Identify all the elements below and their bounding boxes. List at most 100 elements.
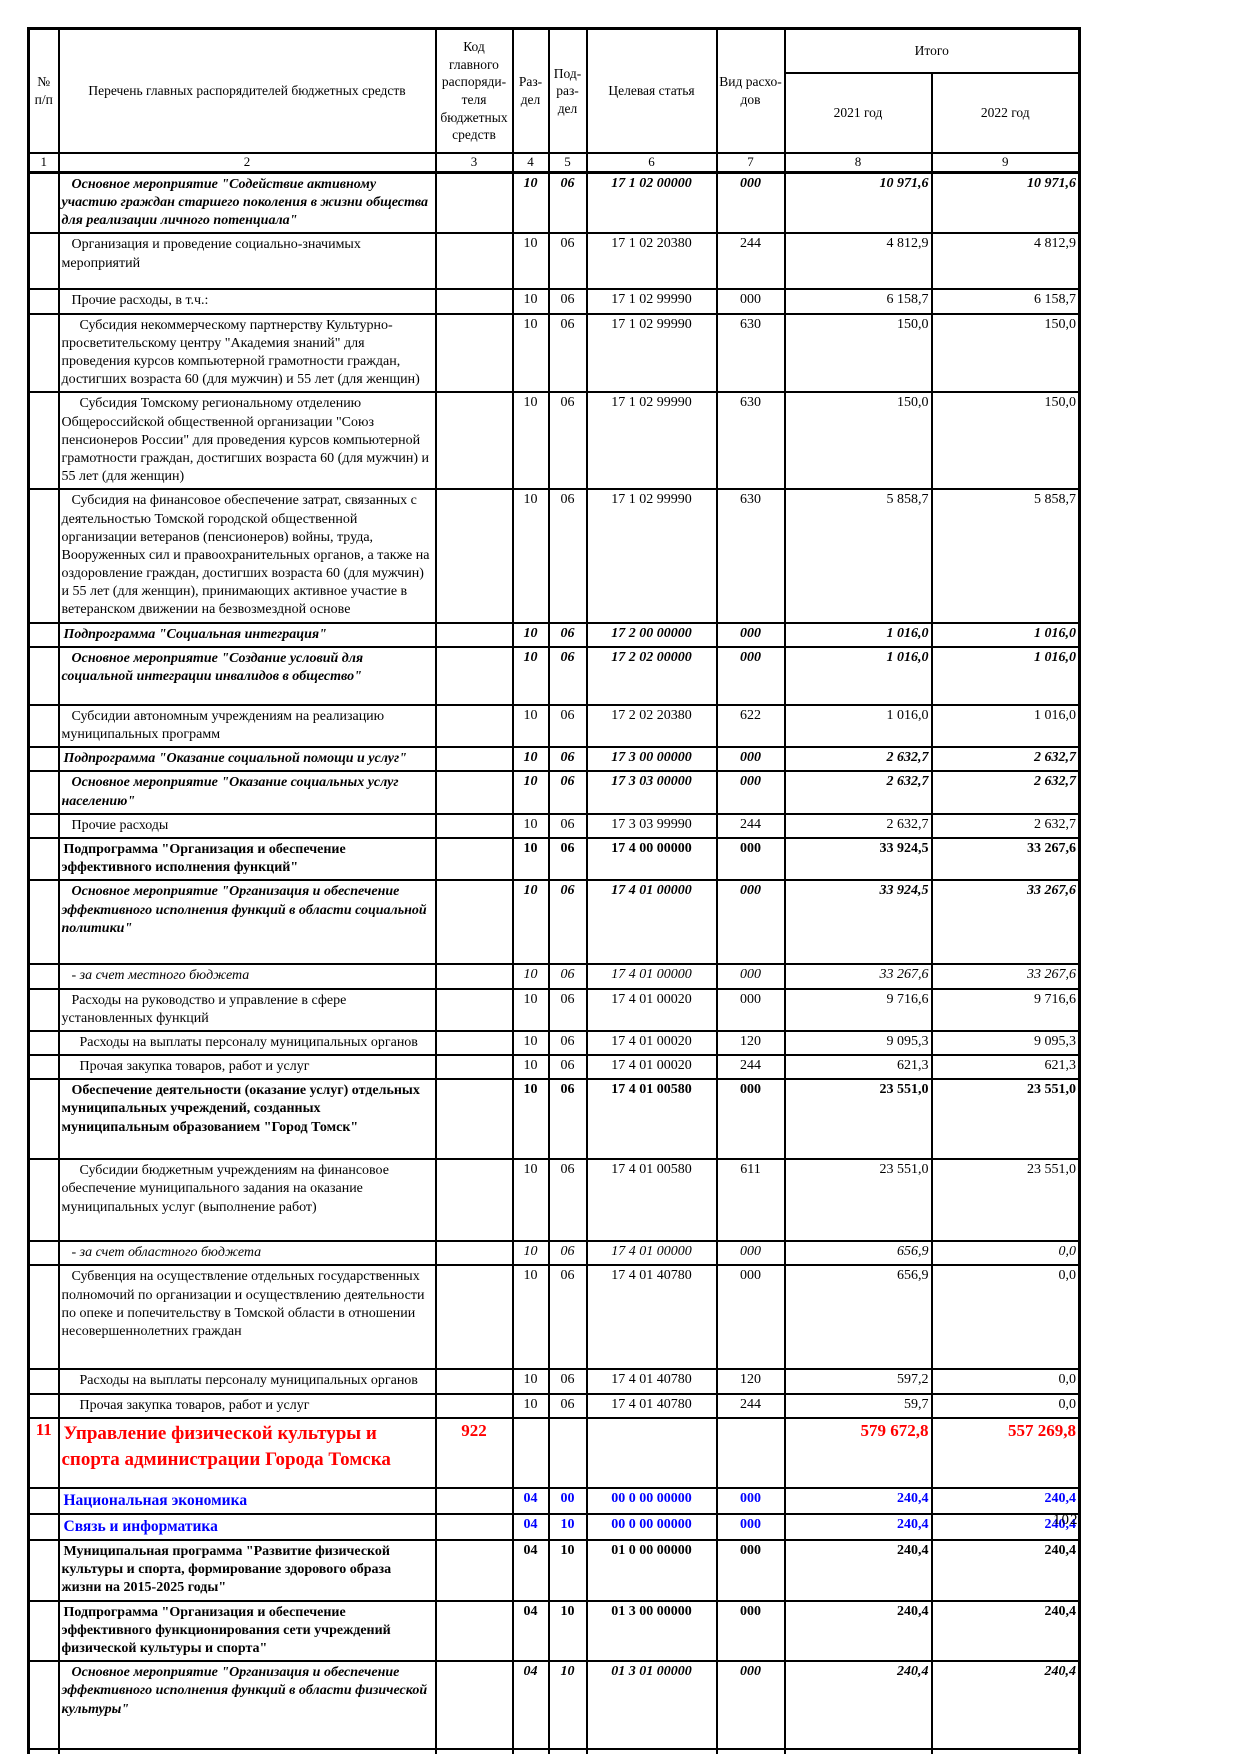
- cell-razdel: 10: [511, 1029, 550, 1057]
- table-row: Подпрограмма "Организация и обеспечение …: [27, 836, 1081, 882]
- cell-vr: 000: [715, 288, 786, 315]
- cell-name: Прочая закупка товаров, работ и услуг: [57, 1392, 437, 1419]
- cell-code: [434, 621, 514, 648]
- col-index-1: 1: [27, 151, 60, 174]
- cell-razdel: 10: [511, 1158, 550, 1243]
- table-row: Основное мероприятие "Оказание социальны…: [27, 770, 1081, 815]
- cell-razdel: 10: [511, 1240, 550, 1267]
- cell-num: [27, 1599, 60, 1663]
- table-row: Субсидия некоммерческому партнерству Кул…: [27, 312, 1081, 394]
- cell-2021: 1 016,0: [783, 645, 933, 706]
- cell-name: Расходы на выплаты персоналу муниципальн…: [57, 1368, 437, 1395]
- cell-razdel: 10: [511, 391, 550, 491]
- cell-vr: 622: [715, 703, 786, 749]
- cell-razdel: 10: [511, 488, 550, 624]
- cell-razdel: 04: [511, 1486, 550, 1515]
- col-index-5: 5: [547, 151, 588, 174]
- cell-name: Основное мероприятие "Организация и обес…: [57, 1660, 437, 1751]
- table-row: Субсидия на финансовое обеспечение затра…: [27, 488, 1081, 624]
- cell-name: Подпрограмма "Оказание социальной помощи…: [57, 746, 437, 773]
- cell-2022: 240,4: [930, 1660, 1081, 1751]
- cell-csr: 17 1 02 99990: [585, 288, 718, 315]
- cell-csr: 17 1 02 99990: [585, 488, 718, 624]
- header-col-vr: Вид расхо­дов: [715, 27, 786, 154]
- cell-name: Субвенция на осуществление отдельных гос…: [57, 1264, 437, 1371]
- cell-code: [434, 1078, 514, 1161]
- table-row: Расходы на руководство и управление в сф…: [27, 987, 1081, 1032]
- cell-2021: 240,4: [783, 1599, 933, 1663]
- cell-2022: 2 632,7: [930, 746, 1081, 773]
- cell-code: [434, 171, 514, 235]
- cell-vr: 000: [715, 1078, 786, 1161]
- cell-name: Основное мероприятие "Создание условий д…: [57, 645, 437, 706]
- cell-num: [27, 1078, 60, 1161]
- header-col-razdel: Раз-дел: [511, 27, 550, 154]
- table-row: - за счет областного бюджета 10 06 17 4 01 …: [27, 1240, 1081, 1267]
- cell-vr: 611: [715, 1158, 786, 1243]
- cell-name: - за счет областного бюджета: [57, 1240, 437, 1267]
- table-row: Расходы на выплаты персоналу муниципальн…: [27, 1368, 1081, 1395]
- cell-podrazdel: 06: [547, 770, 588, 815]
- cell-code: [434, 1158, 514, 1243]
- cell-podrazdel: 00: [547, 1486, 588, 1515]
- table-row: Подпрограмма "Оказание социальной помощи…: [27, 746, 1081, 773]
- cell-csr: 17 4 01 00580: [585, 1078, 718, 1161]
- cell-num: [27, 171, 60, 235]
- cell-podrazdel: 06: [547, 1054, 588, 1081]
- cell-name: Прочая закупка товаров, работ и услуг: [57, 1054, 437, 1081]
- cell-csr: 01 0 00 00000: [585, 1539, 718, 1602]
- cell-num: [27, 288, 60, 315]
- cell-vr: 000: [715, 836, 786, 882]
- cell-podrazdel: 06: [547, 987, 588, 1032]
- table-row: Субсидия Томскому региональному отделени…: [27, 391, 1081, 491]
- cell-2022: 33 267,6: [930, 836, 1081, 882]
- cell-2021: 240,4: [783, 1660, 933, 1751]
- cell-code: [434, 1264, 514, 1371]
- cell-podrazdel: 10: [547, 1660, 588, 1751]
- cell-csr: 17 1 02 99990: [585, 312, 718, 394]
- cell-csr: 17 3 03 00000: [585, 770, 718, 815]
- cell-num: [27, 645, 60, 706]
- cell-vr: 000: [715, 746, 786, 773]
- table-row: Прочие расходы, в т.ч.: 10 06 17 1 02 99990…: [27, 288, 1081, 315]
- table-row: Подпрограмма "Организация и обеспечение …: [27, 1599, 1081, 1663]
- cell-code: [434, 1392, 514, 1419]
- cell-num: 11: [27, 1416, 60, 1489]
- header-row-years: 2021 год 2022 год: [29, 72, 1081, 154]
- cell-podrazdel: 06: [547, 288, 588, 315]
- cell-vr: 000: [715, 1599, 786, 1663]
- cell-csr: 17 1 02 20380: [585, 232, 718, 291]
- cell-podrazdel: 06: [547, 1158, 588, 1243]
- cell-razdel: 10: [511, 1078, 550, 1161]
- cell-2022: 23 551,0: [930, 1158, 1081, 1243]
- cell-podrazdel: 06: [547, 232, 588, 291]
- cell-2022: 240,4: [930, 1539, 1081, 1602]
- cell-2022: 1 016,0: [930, 621, 1081, 648]
- col-index-3: 3: [434, 151, 514, 174]
- cell-razdel: 04: [511, 1512, 550, 1542]
- cell-2021: 33 267,6: [783, 963, 933, 990]
- cell-podrazdel: 06: [547, 879, 588, 966]
- cell-csr: 17 4 01 00000: [585, 963, 718, 990]
- cell-podrazdel: 06: [547, 1392, 588, 1419]
- cell-razdel: 10: [511, 312, 550, 394]
- cell-2022: 23 551,0: [930, 1078, 1081, 1161]
- cell-vr: [715, 1416, 786, 1489]
- cell-num: [27, 1264, 60, 1371]
- cell-name: Субсидия Томскому региональному отделени…: [57, 391, 437, 491]
- cell-name: Основное мероприятие "Содействие активно…: [57, 171, 437, 235]
- cell-vr: 000: [715, 1512, 786, 1542]
- cell-name: Основное мероприятие "Организация и обес…: [57, 879, 437, 966]
- cell-2021: 150,0: [783, 391, 933, 491]
- cell-csr: 17 4 01 00000: [585, 879, 718, 966]
- cell-vr: 000: [715, 171, 786, 235]
- cell-num: [27, 746, 60, 773]
- cell-2021: 240,4: [783, 1512, 933, 1542]
- cell-code: [434, 812, 514, 839]
- cell-razdel: 04: [511, 1539, 550, 1602]
- cell-2021: 4 812,9: [783, 232, 933, 291]
- cell-2022: 0,0: [930, 1368, 1081, 1395]
- cell-code: 922: [434, 1416, 514, 1489]
- cell-2022: 557 269,8: [930, 1416, 1081, 1489]
